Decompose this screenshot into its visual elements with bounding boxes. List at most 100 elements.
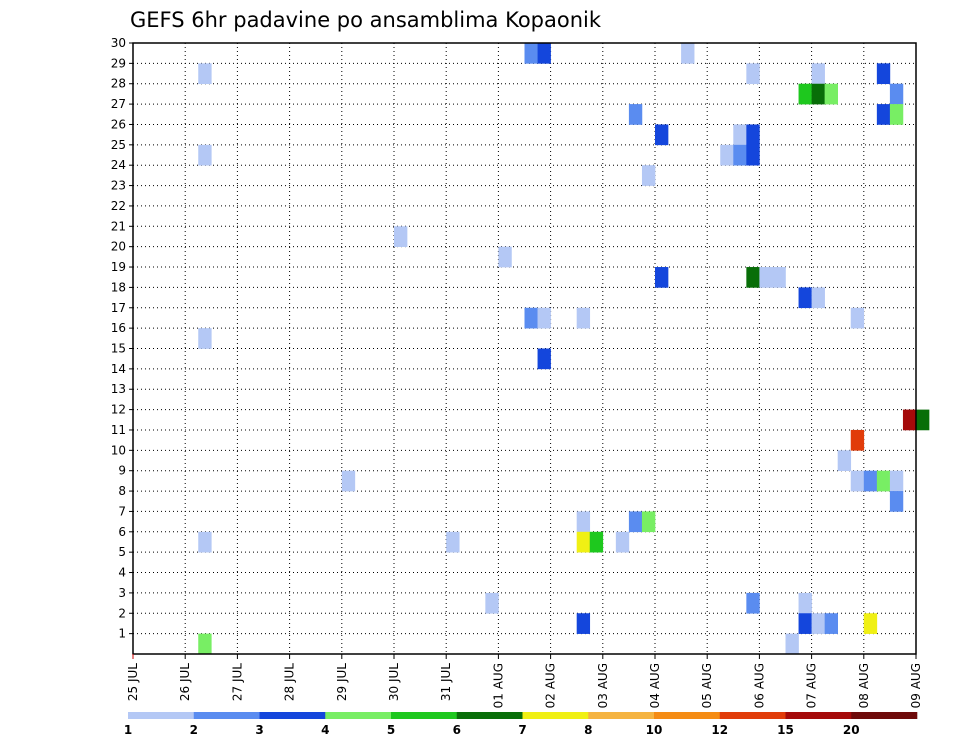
heatmap-cell (798, 613, 812, 634)
y-tick-label: 2 (118, 606, 126, 620)
heatmap-cell (628, 511, 643, 533)
x-tick-label: 05 AUG (700, 663, 714, 708)
y-tick-label: 30 (111, 36, 126, 50)
y-tick-label: 11 (111, 423, 126, 437)
heatmap-cell (576, 613, 591, 634)
y-tick-label: 14 (111, 362, 126, 376)
y-tick-label: 29 (111, 56, 126, 70)
heatmap-cell (811, 83, 825, 105)
colorbar-segment (522, 712, 589, 719)
colorbar-segment (588, 712, 655, 719)
heatmap-cells (198, 43, 930, 655)
colorbar-label: 12 (711, 723, 728, 737)
heatmap-cell (902, 409, 917, 431)
chart-title: GEFS 6hr padavine po ansamblima Kopaonik (130, 8, 602, 32)
colorbar-label: 8 (584, 723, 592, 737)
colorbar-segment (719, 712, 786, 719)
colorbar-label: 15 (777, 723, 794, 737)
heatmap-cell (850, 307, 865, 329)
y-tick-label: 12 (111, 403, 126, 417)
heatmap-cell (811, 287, 825, 309)
heatmap-cell (746, 592, 760, 614)
x-tick-label: 04 AUG (648, 663, 662, 708)
y-tick-label: 4 (118, 566, 126, 580)
y-tick-label: 10 (111, 443, 126, 457)
heatmap-cell (837, 450, 852, 471)
y-tick-label: 23 (111, 179, 126, 193)
y-tick-label: 22 (111, 199, 126, 213)
heatmap-cell (198, 63, 212, 85)
heatmap-cell (198, 328, 212, 349)
heatmap-cell (811, 613, 825, 634)
x-tick-label: 28 JUL (283, 663, 297, 701)
y-tick-label: 5 (118, 545, 126, 559)
heatmap-cell (746, 144, 760, 166)
heatmap-cell (876, 63, 891, 85)
heatmap-cell (198, 531, 212, 553)
x-tick-label: 31 JUL (439, 663, 453, 701)
colorbar-segment (128, 712, 195, 719)
heatmap-cell (576, 531, 591, 553)
heatmap-cell (485, 592, 499, 614)
x-tick-label: 25 JUL (126, 663, 140, 701)
colorbar: 1 2 3 4 5 6 7 8 10 12 15 20 (124, 712, 918, 737)
heatmap-cell (576, 307, 591, 329)
y-tick-label: 16 (111, 321, 126, 335)
heatmap-cell (863, 613, 878, 634)
heatmap-cell (720, 144, 734, 166)
colorbar-segment (851, 712, 918, 719)
heatmap-cell (889, 104, 904, 125)
heatmap-cell (524, 43, 538, 64)
heatmap-cell (641, 511, 656, 533)
heatmap-cell (889, 470, 904, 492)
colorbar-segment (785, 712, 852, 719)
y-tick-label: 21 (111, 219, 126, 233)
heatmap-cell (576, 511, 591, 533)
grid (133, 43, 916, 654)
x-tick-label: 27 JUL (230, 663, 244, 701)
heatmap-cell (850, 429, 865, 451)
y-tick-label: 25 (111, 138, 126, 152)
y-tick-label: 7 (118, 504, 126, 518)
y-tick-label: 24 (111, 158, 126, 172)
colorbar-label: 6 (453, 723, 461, 737)
x-tick-label: 01 AUG (491, 663, 505, 708)
heatmap-cell (746, 267, 760, 288)
y-tick-label: 13 (111, 382, 126, 396)
x-tick-label: 06 AUG (752, 663, 766, 708)
colorbar-segment (391, 712, 458, 719)
heatmap-cell (446, 531, 460, 553)
heatmap-cell (798, 592, 812, 614)
x-tick-label: 29 JUL (335, 663, 349, 701)
heatmap-cell (537, 348, 551, 370)
y-tick-label: 28 (111, 77, 126, 91)
colorbar-label: 2 (190, 723, 198, 737)
heatmap-cell (524, 307, 538, 329)
x-tick-label: 03 AUG (596, 663, 610, 708)
heatmap-cell (889, 491, 904, 512)
heatmap-cell (798, 83, 812, 105)
colorbar-label: 20 (843, 723, 860, 737)
y-tick-label: 6 (118, 525, 126, 539)
heatmap-cell (746, 124, 760, 146)
x-tick-label: 30 JUL (387, 663, 401, 701)
y-tick-label: 9 (118, 464, 126, 478)
colorbar-label: 10 (646, 723, 663, 737)
y-tick-label: 27 (111, 97, 126, 111)
y-axis: 1234567891011121314151617181920212223242… (111, 36, 133, 641)
colorbar-label: 4 (321, 723, 329, 737)
colorbar-segment (654, 712, 721, 719)
heatmap-cell (811, 63, 825, 85)
colorbar-segment (325, 712, 392, 719)
heatmap-cell (655, 124, 669, 146)
heatmap-cell (498, 246, 512, 268)
heatmap-cell (746, 63, 760, 85)
x-tick-label: 09 AUG (909, 663, 923, 708)
heatmap-cell (798, 287, 812, 309)
heatmap-cell (615, 531, 630, 553)
heatmap-cell (198, 633, 212, 655)
x-tick-label: 08 AUG (857, 663, 871, 708)
heatmap-cell (772, 267, 786, 288)
heatmap-cell (733, 144, 747, 166)
heatmap-cell (759, 267, 773, 288)
